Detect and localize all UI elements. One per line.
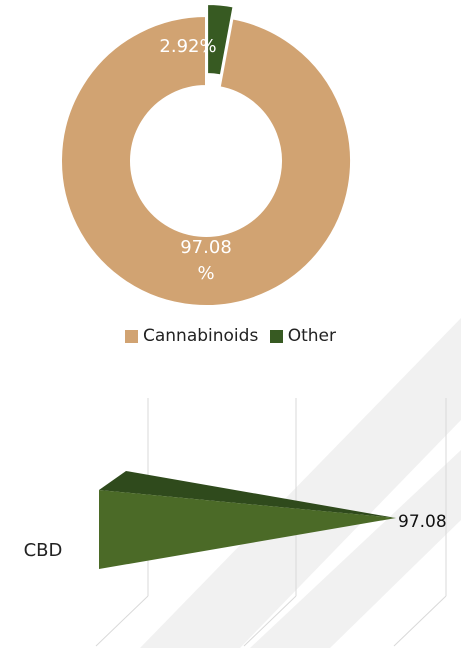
legend: Cannabinoids Other (0, 326, 461, 348)
bar-cbd-front-face (99, 490, 396, 569)
bar-data-label: 97.08 (398, 512, 447, 532)
cone-bar-chart: CBD 97.08 (24, 398, 447, 647)
legend-item-other: Other (269, 326, 336, 346)
watermark (140, 318, 461, 648)
legend-label: Other (287, 326, 336, 346)
data-label-cannabinoids: 97.08% (180, 237, 232, 284)
gridlines (95, 398, 447, 647)
gridline (243, 595, 297, 647)
gridline (393, 595, 447, 647)
legend-item-cannabinoids: Cannabinoids (124, 326, 259, 346)
donut-chart: 97.08 % 2.92% (60, 3, 352, 307)
legend-swatch-other (269, 329, 283, 343)
gridline (95, 595, 149, 647)
data-label-other: 2.92% (159, 36, 216, 57)
legend-label: Cannabinoids (142, 326, 259, 346)
bar-cbd-back-face (99, 471, 396, 518)
bar-cbd (99, 471, 396, 569)
slice-cannabinoids (60, 14, 352, 307)
legend-swatch-cannabinoids (124, 329, 138, 343)
category-label: CBD (24, 540, 63, 561)
slice-other (206, 3, 235, 77)
